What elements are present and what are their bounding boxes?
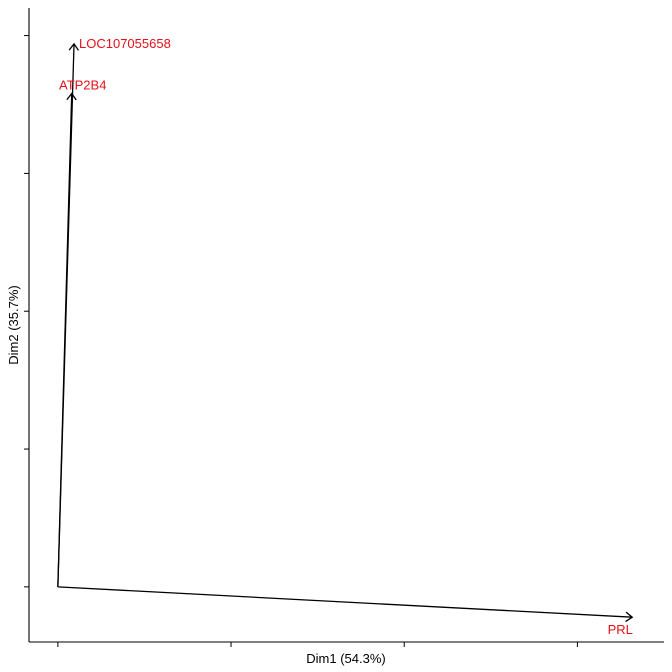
plot-area: LOC107055658 ATP2B4 PRL <box>24 8 664 647</box>
arrow-atp2b4 <box>57 93 73 587</box>
x-axis-ticks <box>57 642 578 647</box>
arrowhead-atp2b4 <box>66 92 77 101</box>
variable-arrows: LOC107055658 ATP2B4 PRL <box>57 36 634 637</box>
x-axis-title: Dim1 (54.3%) <box>306 651 385 666</box>
label-loc107055658: LOC107055658 <box>79 36 171 51</box>
y-axis-title: Dim2 (35.7%) <box>6 285 21 364</box>
arrow-prl <box>57 586 633 618</box>
label-atp2b4: ATP2B4 <box>59 77 106 92</box>
arrowhead-loc107055658 <box>68 42 80 51</box>
y-axis-ticks <box>24 35 29 588</box>
arrowhead-prl <box>625 611 634 623</box>
label-prl: PRL <box>608 622 633 637</box>
